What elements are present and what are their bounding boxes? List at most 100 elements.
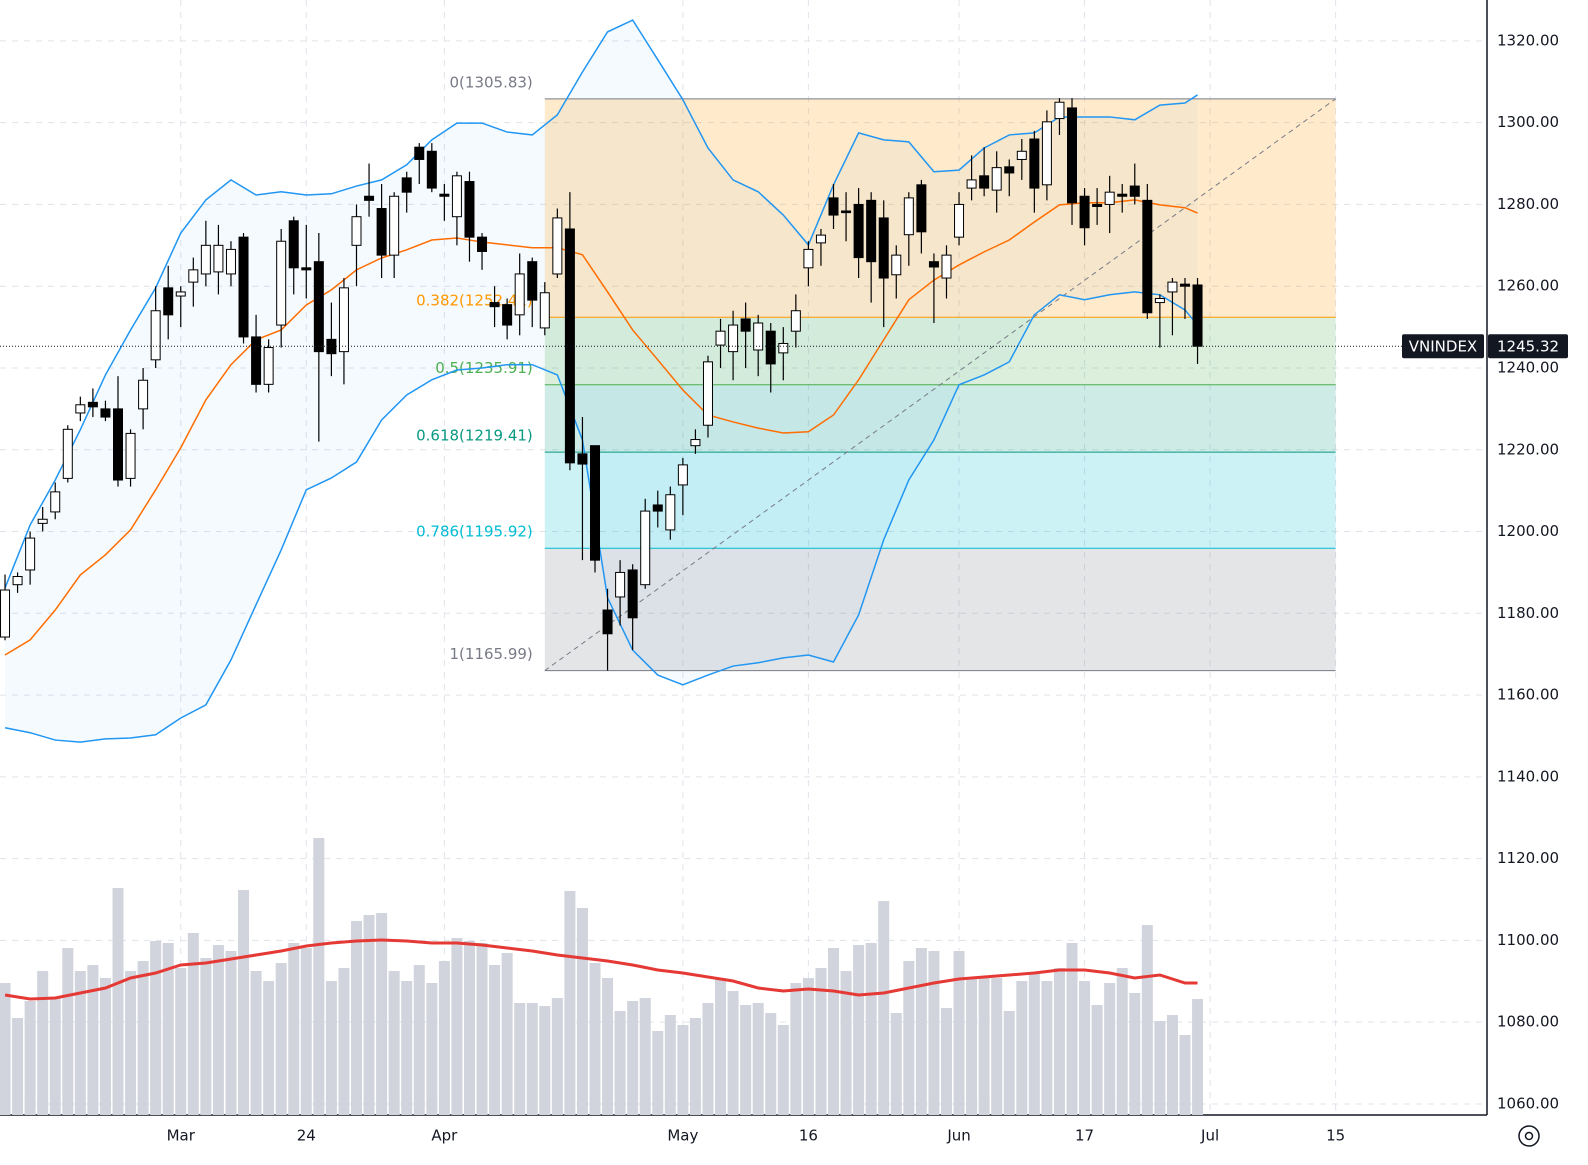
candle-body [125,432,136,479]
fib-label: 0.786(1195.92) [416,523,533,541]
volume-bar [991,978,1003,1115]
volume-ma-line [4,938,1198,1001]
volume-bar [878,901,890,1115]
candle-body [1029,138,1040,189]
volume-bar [978,978,990,1115]
candle-body [602,609,613,635]
x-tick-label: Jun [946,1127,970,1145]
fib-zone [544,384,1336,453]
volume-bar [940,1008,952,1115]
volume-bar [765,1013,777,1115]
volume-bar [953,951,965,1115]
candle-body [677,464,688,486]
volume-bar [363,915,375,1115]
x-tick-label: 24 [297,1127,316,1145]
volume-bar [87,965,99,1115]
volume-bar [137,961,149,1115]
volume-bar [1028,973,1040,1115]
volume-bar [915,948,927,1115]
candle-body [765,330,776,365]
candle-body [389,195,400,256]
volume-bar [1166,1015,1178,1115]
volume-bar [501,953,513,1115]
candle-body [1142,199,1153,314]
settings-icon[interactable] [1518,1125,1540,1147]
y-tick-label: 1060.00 [1497,1094,1559,1112]
volume-bar [426,983,438,1115]
volume-bar [313,838,325,1115]
candle-body [790,310,801,332]
candle-body [401,177,412,193]
candle-body [627,569,638,619]
volume-bar [37,971,49,1115]
candle-body [376,208,387,256]
candle-body [740,318,751,332]
settings-icon-center[interactable] [1524,1131,1534,1141]
candle-body [866,199,877,263]
candle-body [803,248,814,269]
candle-body [853,203,864,259]
candle-body [753,322,764,351]
candle-body [25,537,36,571]
last-price-label: 1245.32 [1497,338,1559,356]
x-tick-label: May [667,1127,698,1145]
y-tick-label: 1220.00 [1497,440,1559,458]
candle-body [100,408,111,418]
candle-body [464,181,475,238]
settings-button[interactable] [1518,1125,1540,1147]
volume-bar [250,971,262,1115]
volume-bar [212,945,224,1115]
fib-trend-line [544,98,1336,671]
volume-bar [689,1018,701,1115]
y-tick-label: 1100.00 [1497,931,1559,949]
volume-bar [1154,1021,1166,1115]
volume-bar [589,963,601,1115]
volume-bar [1192,999,1204,1115]
candle-body [552,217,563,275]
volume-bar [24,1001,36,1115]
volume-bar [514,1003,526,1115]
x-tick-label: 15 [1326,1127,1345,1145]
candle-body [37,518,48,524]
volume-bar [338,968,350,1115]
candle-body [828,197,839,216]
y-tick-label: 1320.00 [1497,31,1559,49]
y-tick-label: 1300.00 [1497,113,1559,131]
volume-bar [288,943,300,1115]
candle-body [238,236,249,338]
volume-bar [451,938,463,1115]
candle-body [288,220,299,269]
volume-bar [702,1003,714,1115]
volume-bar [903,961,915,1115]
volume-bar [99,978,111,1115]
candle-body [1104,191,1115,205]
volume-bar [1041,981,1053,1115]
candle-body [112,408,123,481]
volume-bar [401,981,413,1115]
candle-body [175,291,186,297]
candle-body [62,428,73,479]
fib-label: 1(1165.99) [450,645,533,663]
candle-body [979,175,990,189]
fib-label: 0.618(1219.41) [416,427,533,445]
candle-body [439,193,450,197]
volume-bar [1141,925,1153,1115]
volume-bar [388,971,400,1115]
candle-body [1179,283,1190,287]
volume-bar [639,998,651,1115]
y-tick-label: 1140.00 [1497,767,1559,785]
band-basis [4,199,1198,656]
candle-body [1129,185,1140,197]
band-fill [5,20,1198,743]
volume-bar [790,983,802,1115]
volume-bar [652,1031,664,1115]
y-tick-label: 1280.00 [1497,195,1559,213]
candle-body [928,261,939,268]
fib-zone [544,317,1336,385]
candle-body [1004,166,1015,174]
candle-body [326,338,337,355]
volume-bar [740,1005,752,1115]
volume-bar [175,968,187,1115]
volume-bar [112,888,124,1115]
